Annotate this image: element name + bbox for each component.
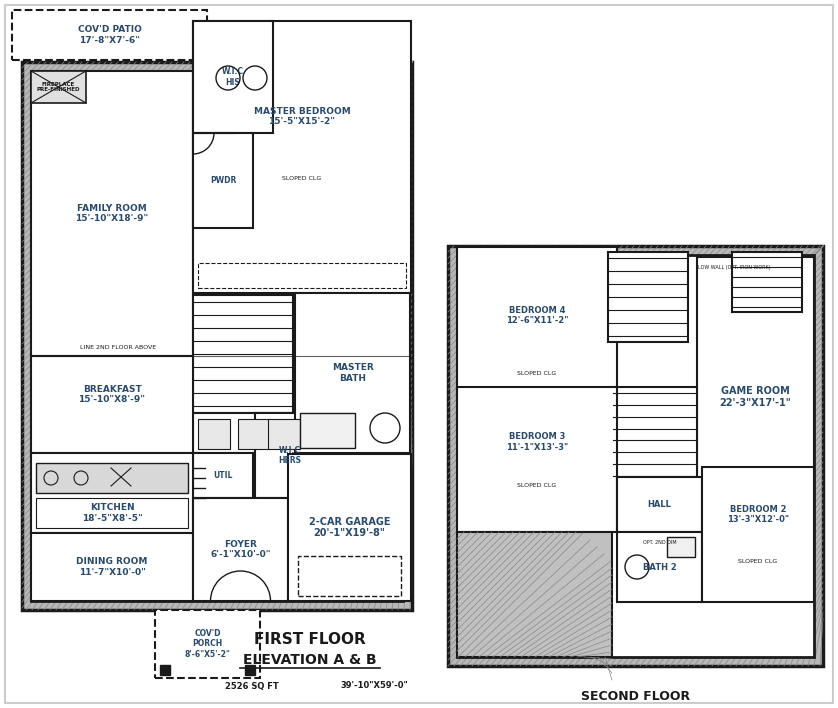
Bar bbox=[457, 532, 612, 657]
Bar bbox=[36, 498, 188, 528]
Bar bbox=[22, 62, 412, 610]
Text: KITCHEN
18'-5"X8'-5": KITCHEN 18'-5"X8'-5" bbox=[81, 503, 142, 523]
Text: ELEVATION A & B: ELEVATION A & B bbox=[243, 653, 377, 667]
Text: BEDROOM 2
13'-3"X12'-0": BEDROOM 2 13'-3"X12'-0" bbox=[727, 505, 789, 524]
Bar bbox=[457, 247, 617, 442]
Bar bbox=[298, 556, 401, 596]
Bar bbox=[193, 21, 411, 293]
Bar bbox=[667, 537, 695, 557]
Bar bbox=[36, 463, 188, 493]
Bar bbox=[155, 610, 260, 678]
Text: GAME ROOM
22'-3"X17'-1": GAME ROOM 22'-3"X17'-1" bbox=[720, 386, 791, 408]
Text: BEDROOM 3
11'-1"X13'-3": BEDROOM 3 11'-1"X13'-3" bbox=[506, 433, 568, 452]
Bar bbox=[255, 413, 325, 498]
Text: 39'-10"X59'-0": 39'-10"X59'-0" bbox=[340, 682, 408, 690]
Text: 2-CAR GARAGE
20'-1"X19'-8": 2-CAR GARAGE 20'-1"X19'-8" bbox=[308, 517, 391, 538]
Bar bbox=[31, 71, 86, 103]
Bar bbox=[612, 387, 697, 482]
Text: SLOPED CLG: SLOPED CLG bbox=[738, 559, 778, 564]
Text: FIRST FLOOR: FIRST FLOOR bbox=[254, 632, 366, 648]
Text: BEDROOM 4
12'-6"X11'-2": BEDROOM 4 12'-6"X11'-2" bbox=[506, 306, 568, 325]
Text: FAMILY ROOM
15'-10"X18'-9": FAMILY ROOM 15'-10"X18'-9" bbox=[75, 204, 148, 223]
Text: BATH 2: BATH 2 bbox=[643, 562, 676, 571]
Text: OPT. 2ND DIM: OPT. 2ND DIM bbox=[643, 539, 676, 544]
Bar bbox=[617, 477, 702, 532]
Bar bbox=[31, 533, 193, 601]
Text: LOW WALL (OPT. IRON WORK): LOW WALL (OPT. IRON WORK) bbox=[698, 265, 771, 270]
Bar bbox=[732, 252, 802, 312]
Bar bbox=[295, 293, 410, 453]
Bar bbox=[448, 246, 823, 666]
Text: SLOPED CLG: SLOPED CLG bbox=[517, 483, 556, 488]
Bar bbox=[193, 453, 253, 498]
Bar bbox=[31, 71, 403, 601]
Text: COV'D
PORCH
8'-6"X5'-2": COV'D PORCH 8'-6"X5'-2" bbox=[184, 629, 230, 659]
Text: SECOND FLOOR: SECOND FLOOR bbox=[581, 690, 690, 702]
Bar bbox=[193, 133, 253, 228]
Bar bbox=[268, 419, 300, 449]
Bar bbox=[702, 467, 814, 602]
Text: SLOPED CLG: SLOPED CLG bbox=[282, 176, 322, 181]
Bar bbox=[193, 413, 293, 453]
Bar bbox=[193, 21, 273, 133]
Bar bbox=[31, 356, 193, 453]
Bar bbox=[300, 413, 355, 448]
Bar bbox=[193, 498, 288, 601]
Text: PWDR: PWDR bbox=[210, 176, 236, 185]
Bar bbox=[193, 295, 293, 413]
Text: MASTER
BATH: MASTER BATH bbox=[332, 363, 374, 383]
Text: LINE 2ND FLOOR ABOVE: LINE 2ND FLOOR ABOVE bbox=[80, 345, 156, 350]
Text: SLOPED CLG: SLOPED CLG bbox=[517, 371, 556, 376]
Bar bbox=[31, 71, 193, 356]
Bar bbox=[457, 387, 617, 532]
Text: UTIL: UTIL bbox=[214, 471, 233, 480]
Bar bbox=[697, 257, 814, 537]
Bar bbox=[12, 10, 207, 60]
Text: MASTER BEDROOM
15'-5"X15'-2": MASTER BEDROOM 15'-5"X15'-2" bbox=[254, 106, 350, 126]
Bar bbox=[31, 453, 193, 533]
Bar bbox=[288, 454, 411, 601]
Bar bbox=[160, 665, 170, 675]
Text: 2526 SQ FT: 2526 SQ FT bbox=[225, 682, 279, 690]
Bar bbox=[608, 252, 688, 342]
Text: BREAKFAST
15'-10"X8'-9": BREAKFAST 15'-10"X8'-9" bbox=[79, 385, 146, 404]
Bar bbox=[245, 665, 255, 675]
Text: FOYER
6'-1"X10'-0": FOYER 6'-1"X10'-0" bbox=[210, 539, 271, 559]
Text: DINING ROOM
11'-7"X10'-0": DINING ROOM 11'-7"X10'-0" bbox=[76, 557, 147, 577]
Text: W.I.C
HIS: W.I.C HIS bbox=[222, 67, 244, 86]
Bar bbox=[238, 419, 270, 449]
Text: COV'D PATIO
17'-8"X7'-6": COV'D PATIO 17'-8"X7'-6" bbox=[78, 25, 142, 45]
Text: HALL: HALL bbox=[648, 500, 671, 509]
Bar bbox=[617, 532, 702, 602]
Bar bbox=[198, 419, 230, 449]
Bar bbox=[198, 263, 406, 288]
Text: FIREPLACE
PRE-FINISHED: FIREPLACE PRE-FINISHED bbox=[37, 81, 80, 93]
Text: W.I.C
HERS: W.I.C HERS bbox=[278, 446, 302, 465]
Bar bbox=[457, 255, 814, 657]
